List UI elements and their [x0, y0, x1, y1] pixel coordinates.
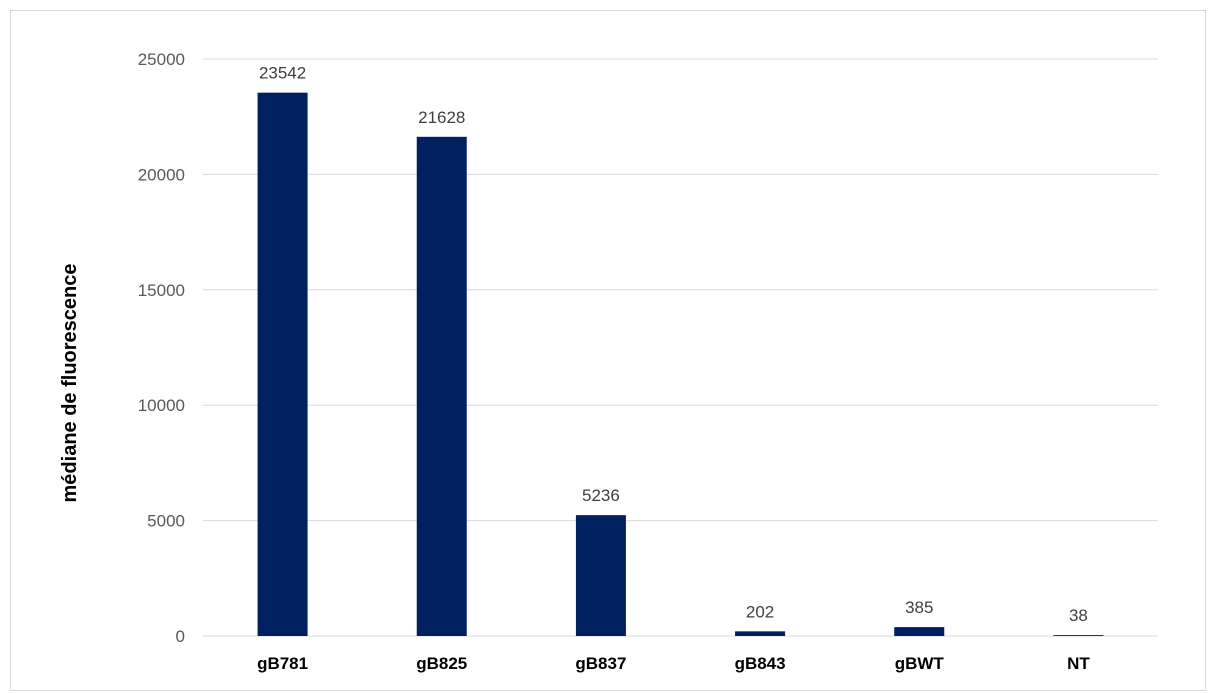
data-label-gb843: 202 — [746, 602, 774, 621]
x-tick-labels: gB781 gB825 gB837 gB843 gBWT NT — [257, 654, 1090, 673]
bar-gbwt — [894, 627, 945, 636]
gridlines — [203, 58, 1158, 637]
y-axis-title: médiane de fluorescence — [59, 264, 81, 503]
y-tick-label: 25000 — [138, 50, 185, 69]
data-label-gb825: 21628 — [418, 108, 465, 127]
data-labels: 23542 21628 5236 202 385 38 — [259, 64, 1088, 625]
x-tick-label-gb825: gB825 — [416, 654, 467, 673]
bar-gb781 — [257, 92, 308, 637]
bar-gb843 — [735, 631, 786, 636]
bar-gb837 — [575, 515, 626, 636]
x-tick-label-gb781: gB781 — [257, 654, 308, 673]
y-tick-labels: 0 5000 10000 15000 20000 25000 — [138, 50, 185, 646]
y-tick-label: 0 — [176, 627, 185, 646]
bar-nt — [1053, 635, 1104, 636]
data-label-gb781: 23542 — [259, 64, 306, 83]
x-tick-label-gb843: gB843 — [735, 654, 786, 673]
x-tick-label-gbwt: gBWT — [895, 654, 945, 673]
x-tick-label-gb837: gB837 — [575, 654, 626, 673]
data-label-gbwt: 385 — [905, 598, 933, 617]
bar-gb825 — [416, 136, 467, 637]
x-tick-label-nt: NT — [1067, 654, 1090, 673]
y-tick-label: 20000 — [138, 165, 185, 184]
y-tick-label: 5000 — [147, 512, 185, 531]
y-tick-label: 10000 — [138, 396, 185, 415]
y-tick-label: 15000 — [138, 281, 185, 300]
bars — [257, 92, 1104, 637]
data-label-nt: 38 — [1069, 606, 1088, 625]
data-label-gb837: 5236 — [582, 486, 620, 505]
